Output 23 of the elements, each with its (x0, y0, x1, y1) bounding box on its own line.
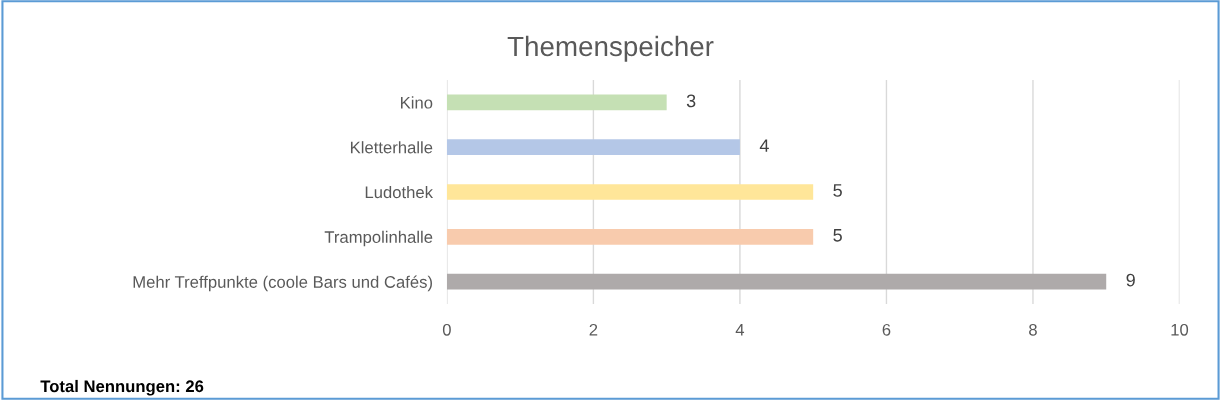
x-tick-label: 6 (882, 323, 891, 336)
y-tick-label: Kletterhalle (350, 141, 433, 154)
x-tick-label: 8 (1029, 323, 1037, 336)
bar (446, 139, 740, 156)
bar (446, 273, 1107, 290)
y-tick-label: Ludothek (365, 185, 434, 199)
x-tick-label: 0 (442, 323, 451, 336)
data-label: 5 (833, 184, 842, 197)
y-tick-label: Trampolinhalle (324, 230, 433, 247)
data-label: 9 (1126, 273, 1135, 287)
text: Total Nennungen: 26 (40, 379, 204, 396)
data-label: 5 (833, 229, 842, 242)
data-label: 4 (759, 139, 769, 152)
y-tick-label: Kino (401, 96, 433, 109)
bar (446, 228, 814, 245)
bar (446, 94, 667, 111)
chart-title: Themenspeicher (507, 35, 714, 62)
x-tick-label: 10 (1171, 323, 1189, 336)
y-tick-label: Mehr Treffpunkte (coole Bars und Cafés) (133, 275, 432, 292)
x-tick-label: 4 (735, 324, 745, 336)
x-tick-label: 2 (589, 323, 598, 336)
bar (446, 184, 814, 200)
data-label: 3 (686, 94, 696, 108)
